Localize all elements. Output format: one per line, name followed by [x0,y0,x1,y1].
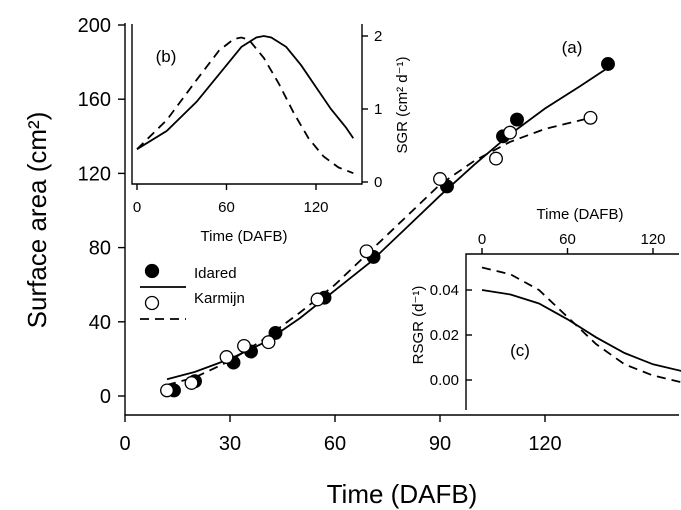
main-y-tick-label: 40 [89,312,111,334]
data-point-idared [268,325,283,340]
data-point-karmijn [261,335,276,350]
inset-c-y-tick-label: 0.04 [430,282,459,299]
main-x-ticks: 0 30 60 90 120 [119,415,562,455]
inset-c-x-ticks: 0 60 120 [478,231,666,254]
legend-marker-open [144,295,160,311]
data-point-karmijn [310,292,325,307]
main-x-tick-label: 30 [219,433,241,455]
inset-b-x-ticks: 0 60 120 [133,184,329,216]
inset-b-curve-karmijn [136,36,354,175]
legend-entry-karmijn: Karmijn [140,290,245,320]
inset-b-curve-idared [136,35,355,150]
inset-c-y-tick-label: 0.02 [430,327,459,344]
main-x-tick-label: 0 [119,433,130,455]
inset-c-background [468,254,680,412]
data-point-karmijn [219,350,234,364]
panel-a-label: (a) [562,38,583,57]
inset-c-x-tick-label: 120 [640,231,665,248]
inset-b-y-tick-label: 0 [374,174,382,191]
data-point-karmijn [433,172,447,186]
inset-c-axes [465,253,679,410]
data-point-karmijn [184,376,199,390]
inset-b-y-ticks: 0 1 2 [362,28,382,191]
inset-b-x-tick-label: 60 [218,199,235,216]
main-y-axis-label: Surface area (cm²) [22,112,52,329]
data-point-karmijn [503,125,517,140]
inset-b-y-tick-label: 2 [374,28,382,45]
inset-c-y-ticks: 0.00 0.02 0.04 [430,282,472,389]
inset-c-x-tick-label: 60 [559,231,576,248]
inset-b-x-tick-label: 120 [303,199,328,216]
main-y-tick-label: 0 [100,386,111,408]
legend-marker-filled [144,263,160,279]
inset-c-curve-karmijn [481,266,681,384]
inset-b-x-axis-label: Time (DAFB) [201,228,288,245]
data-point-karmijn [489,151,503,166]
data-point-idared [601,57,615,71]
panel-c-label: (c) [510,341,530,360]
legend-label-idared: Idared [194,265,237,282]
inset-b-curves [136,35,355,175]
data-point-karmijn [583,110,598,125]
main-data-points [160,57,615,398]
legend: Idared Karmijn [140,263,245,320]
inset-b-x-tick-label: 0 [133,199,141,216]
main-y-tick-label: 120 [78,163,111,185]
main-x-tick-label: 60 [324,433,346,455]
main-y-tick-label: 160 [78,89,111,111]
inset-b-axes [131,24,363,185]
main-y-tick-label: 200 [78,15,111,37]
inset-c-curves [481,266,681,384]
inset-c-x-axis-label: Time (DAFB) [537,206,624,223]
inset-c-x-tick-label: 0 [478,231,486,248]
data-point-karmijn [160,383,174,398]
data-point-karmijn [237,338,251,353]
main-y-ticks: 0 40 80 120 160 200 [78,15,125,408]
panel-b-label: (b) [156,47,177,66]
inset-c-curve-idared [481,289,681,372]
inset-b-y-axis-label: SGR (cm² d⁻¹) [394,56,411,153]
inset-c-y-axis-label: RSGR (d⁻¹) [410,286,427,365]
inset-c: 0 60 120 0.00 0.02 0.04 (c) Time (DAFB) RSGR… [410,206,681,412]
main-x-tick-label: 90 [429,433,451,455]
main-x-axis-label: Time (DAFB) [327,479,478,509]
main-y-tick-label: 80 [89,238,111,260]
main-x-tick-label: 120 [528,433,561,455]
legend-entry-idared: Idared [140,263,237,288]
data-point-idared [510,112,524,127]
inset-b: 0 60 120 0 1 2 (b) Time (DAFB) SGR (cm² d⁻¹) [126,24,411,245]
data-point-karmijn [359,244,374,259]
inset-c-y-tick-label: 0.00 [430,372,459,389]
legend-label-karmijn: Karmijn [194,290,245,307]
inset-b-y-tick-label: 1 [374,101,382,118]
